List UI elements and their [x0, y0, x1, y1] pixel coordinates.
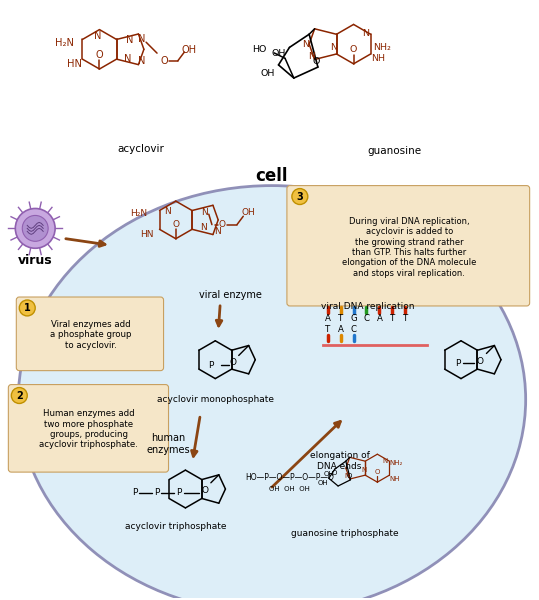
Text: O: O: [95, 50, 103, 60]
Text: OH: OH: [317, 480, 328, 486]
Text: 3: 3: [296, 191, 303, 202]
Circle shape: [22, 215, 48, 241]
Text: C: C: [363, 314, 370, 323]
Text: O: O: [229, 358, 236, 367]
Text: N: N: [201, 208, 208, 217]
Text: N: N: [308, 52, 315, 61]
Text: N: N: [361, 467, 367, 473]
Circle shape: [15, 208, 55, 248]
Text: O: O: [375, 469, 380, 475]
Circle shape: [11, 388, 27, 403]
Text: During viral DNA replication,
acyclovir is added to
the growing strand rather
th: During viral DNA replication, acyclovir …: [342, 217, 476, 278]
Text: OH: OH: [271, 49, 286, 58]
Text: N: N: [164, 206, 171, 215]
Text: T: T: [338, 314, 343, 323]
Text: NH₂: NH₂: [389, 460, 402, 466]
Text: 1: 1: [24, 303, 31, 313]
Text: HO: HO: [252, 45, 266, 54]
Text: human
enzymes: human enzymes: [147, 433, 190, 455]
Text: Viral enzymes add
a phosphate group
to acyclovir.: Viral enzymes add a phosphate group to a…: [50, 320, 132, 350]
Text: A: A: [325, 314, 330, 323]
Text: C: C: [350, 325, 357, 334]
Text: OH: OH: [181, 45, 196, 55]
Text: viral DNA replication: viral DNA replication: [321, 302, 414, 311]
Text: HN: HN: [67, 59, 82, 69]
Text: virus: virus: [18, 254, 52, 267]
Text: HO—P—O—P—O—P—O: HO—P—O—P—O—P—O: [245, 473, 334, 482]
Text: A: A: [377, 314, 382, 323]
Ellipse shape: [18, 185, 526, 600]
Text: OH: OH: [260, 69, 275, 78]
Text: P: P: [155, 488, 160, 497]
Text: H₂N: H₂N: [130, 209, 147, 218]
Text: N: N: [362, 29, 369, 38]
FancyBboxPatch shape: [287, 185, 530, 306]
Text: OH: OH: [241, 208, 255, 217]
Text: O: O: [346, 473, 351, 479]
Text: O: O: [331, 470, 337, 476]
Text: OH: OH: [323, 470, 334, 476]
Text: N: N: [124, 53, 131, 64]
Text: viral enzyme: viral enzyme: [199, 290, 261, 300]
Text: O: O: [312, 57, 320, 66]
Text: acyclovir triphosphate: acyclovir triphosphate: [125, 523, 226, 532]
Text: HN: HN: [140, 230, 153, 239]
Text: N: N: [302, 40, 309, 49]
Text: G: G: [350, 314, 357, 323]
FancyBboxPatch shape: [16, 297, 163, 371]
Text: acyclovir: acyclovir: [117, 144, 164, 154]
Text: Human enzymes add
two more phosphate
groups, producing
acyclovir triphosphate.: Human enzymes add two more phosphate gro…: [39, 409, 139, 449]
Text: NH: NH: [390, 476, 400, 482]
Text: N: N: [138, 56, 146, 67]
Text: N: N: [382, 458, 388, 464]
Text: O: O: [161, 56, 169, 66]
Text: OH  OH  OH: OH OH OH: [270, 486, 310, 492]
Text: elongation of
DNA ends: elongation of DNA ends: [310, 451, 370, 471]
Text: P: P: [176, 488, 182, 497]
Text: N: N: [94, 31, 101, 41]
Text: O: O: [477, 357, 484, 366]
Text: O: O: [202, 486, 209, 495]
Text: NH: NH: [371, 55, 385, 64]
Text: P: P: [133, 488, 138, 497]
Text: N: N: [138, 34, 146, 44]
Text: O: O: [172, 220, 179, 229]
Text: guanosine: guanosine: [367, 146, 421, 156]
Text: acyclovir monophosphate: acyclovir monophosphate: [157, 395, 274, 404]
Text: T: T: [390, 314, 395, 323]
Text: N: N: [200, 223, 207, 232]
Text: 2: 2: [16, 391, 23, 401]
Text: guanosine triphosphate: guanosine triphosphate: [291, 529, 398, 538]
Text: T: T: [325, 325, 330, 334]
Circle shape: [19, 300, 35, 316]
Text: NH₂: NH₂: [372, 43, 390, 52]
Text: H₂N: H₂N: [55, 38, 74, 48]
Text: cell: cell: [255, 167, 288, 185]
Circle shape: [292, 188, 308, 205]
Text: P: P: [455, 359, 460, 368]
Text: O: O: [350, 45, 357, 54]
Text: N: N: [345, 473, 350, 479]
Text: N: N: [214, 227, 220, 236]
Text: P: P: [208, 361, 213, 370]
FancyBboxPatch shape: [8, 385, 169, 472]
Text: T: T: [403, 314, 408, 323]
Text: O: O: [219, 220, 226, 229]
Text: N: N: [330, 43, 337, 52]
Text: A: A: [338, 325, 343, 334]
Text: N: N: [126, 35, 133, 45]
